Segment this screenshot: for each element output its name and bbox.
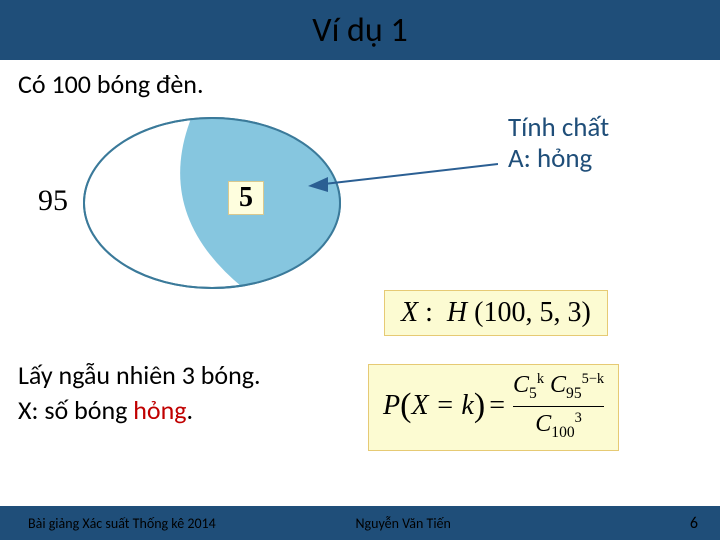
f2-db: C: [535, 411, 551, 437]
text-line-3b: X: số bóng hỏng.: [18, 393, 261, 428]
content-area: Có 100 bóng đèn. 95 5 Tính chất: [0, 60, 720, 326]
f2-c1p: k: [537, 371, 544, 387]
label-95: 95: [38, 184, 68, 218]
f2-c1s: 5: [529, 385, 537, 402]
text-lines-3: Lấy ngẫu nhiên 3 bóng. X: số bóng hỏng.: [18, 358, 261, 428]
f2-c2b: C: [550, 372, 566, 398]
property-line2: A: hỏng: [508, 143, 609, 174]
text-3b-pre: X: số bóng: [18, 394, 133, 426]
formula-probability: P ( X = k ) = C5k C955−k C1003: [368, 364, 619, 451]
footer-center: Nguyễn Văn Tiến: [355, 515, 450, 532]
f2-c2s: 95: [566, 385, 582, 402]
f2-var: X = k: [411, 390, 473, 421]
f2-dp: 3: [575, 410, 582, 426]
text-3b-hong: hỏng: [133, 394, 186, 426]
text-line-3a: Lấy ngẫu nhiên 3 bóng.: [18, 358, 261, 393]
f2-c1b: C: [513, 372, 529, 398]
page-number: 6: [690, 514, 698, 533]
text-line-1: Có 100 bóng đèn.: [18, 68, 702, 100]
property-line1: Tính chất: [508, 112, 609, 143]
label-5: 5: [228, 181, 264, 215]
footer-left: Bài giảng Xác suất Thống kê 2014: [28, 515, 216, 532]
text-3b-post: .: [187, 394, 194, 426]
slide-title: Ví dụ 1: [312, 10, 407, 51]
formula-distribution: X : H (100, 5, 3): [384, 290, 608, 336]
property-label: Tính chất A: hỏng: [508, 112, 609, 174]
f2-fraction: C5k C955−k C1003: [513, 371, 604, 442]
ellipse-diagram: [82, 116, 342, 291]
f2-P: P: [383, 390, 400, 421]
f2-ds: 100: [551, 424, 574, 441]
arrow-icon: [308, 162, 498, 202]
slide-footer: Bài giảng Xác suất Thống kê 2014 Nguyễn …: [0, 506, 720, 540]
f2-c2p: 5−k: [582, 371, 605, 387]
slide-header: Ví dụ 1: [0, 0, 720, 60]
